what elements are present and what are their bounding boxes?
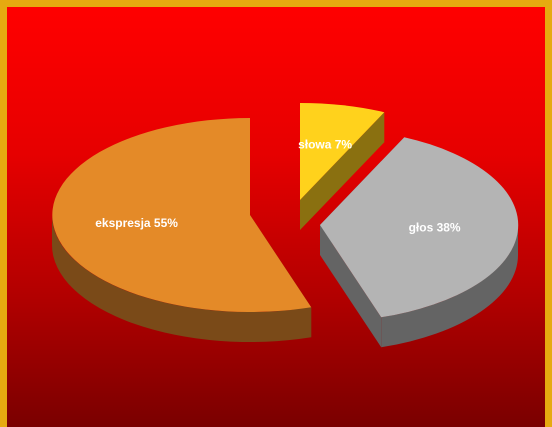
glos-slice-wall-1 bbox=[320, 225, 382, 348]
ekspresja-slice bbox=[52, 118, 312, 312]
glos-slice-rim-0 bbox=[381, 225, 519, 348]
slowa-slice bbox=[300, 102, 385, 200]
slowa-label: słowa 7% bbox=[298, 137, 352, 151]
pie-tops bbox=[52, 102, 519, 318]
pie-labels: słowa 7% głos 38% ekspresja 55% bbox=[95, 137, 461, 234]
glos-label: głos 38% bbox=[409, 221, 461, 235]
ekspresja-slice-rim-0 bbox=[51, 215, 312, 343]
ekspresja-label: ekspresja 55% bbox=[95, 216, 178, 230]
slowa-slice-wall-1 bbox=[300, 112, 385, 230]
glos-slice bbox=[320, 137, 519, 318]
